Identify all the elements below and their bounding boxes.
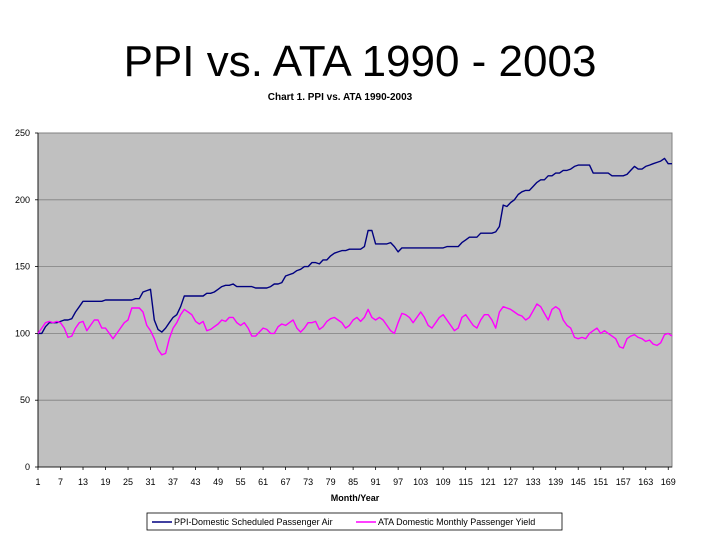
x-tick-label: 115 xyxy=(458,477,472,487)
y-tick-label: 250 xyxy=(15,128,30,138)
y-tick-label: 100 xyxy=(15,328,30,338)
series-layer xyxy=(37,157,673,356)
x-tick-label: 97 xyxy=(393,477,403,487)
x-tick-label: 121 xyxy=(481,477,496,487)
x-tick-label: 133 xyxy=(526,477,541,487)
x-tick-label: 25 xyxy=(123,477,133,487)
y-tick-label: 50 xyxy=(20,395,30,405)
x-tick-label: 67 xyxy=(281,477,291,487)
legend-box xyxy=(146,512,563,531)
y-tick-label: 150 xyxy=(15,262,30,272)
y-tick-label: 200 xyxy=(15,195,30,205)
x-tick-label: 151 xyxy=(593,477,608,487)
x-tick-label: 163 xyxy=(638,477,653,487)
x-tick-label: 43 xyxy=(191,477,201,487)
x-tick-label: 79 xyxy=(326,477,336,487)
x-axis-title: Month/Year xyxy=(331,493,380,503)
y-axis: 0 50 100 150 200 250 xyxy=(15,128,39,472)
gridlines xyxy=(38,132,672,401)
x-tick-label: 91 xyxy=(371,477,381,487)
x-tick-label: 139 xyxy=(548,477,563,487)
y-tick-label: 0 xyxy=(25,462,30,472)
x-tick-label: 169 xyxy=(661,477,676,487)
x-tick-label: 13 xyxy=(78,477,88,487)
slide-title: PPI vs. ATA 1990 - 2003 xyxy=(123,37,597,86)
x-tick-label: 1 xyxy=(35,477,40,487)
x-tick-label: 7 xyxy=(58,477,63,487)
legend-label-1: PPI-Domestic Scheduled Passenger Air xyxy=(174,517,333,527)
x-tick-label: 19 xyxy=(101,477,111,487)
x-tick-label: 109 xyxy=(436,477,451,487)
x-tick-label: 73 xyxy=(303,477,313,487)
legend: PPI-Domestic Scheduled Passenger Air ATA … xyxy=(146,512,563,531)
x-tick-label: 55 xyxy=(236,477,246,487)
chart-title: Chart 1. PPI vs. ATA 1990-2003 xyxy=(268,92,413,103)
x-tick-label: 31 xyxy=(146,477,156,487)
x-tick-label: 49 xyxy=(213,477,223,487)
x-tick-label: 157 xyxy=(616,477,631,487)
x-tick-label: 103 xyxy=(413,477,428,487)
series-line-1 xyxy=(38,157,672,335)
x-tick-label: 145 xyxy=(571,477,586,487)
x-tick-label: 127 xyxy=(503,477,518,487)
x-tick-label: 61 xyxy=(258,477,268,487)
x-tick-label: 85 xyxy=(348,477,358,487)
legend-label-2: ATA Domestic Monthly Passenger Yield xyxy=(378,517,535,527)
x-axis: 1 7 13 19 25 31 37 43 49 55 61 67 73 79 85 91 97 103 109 11… xyxy=(35,466,676,487)
series-line-2 xyxy=(37,303,673,356)
plot-area xyxy=(37,132,673,468)
x-tick-label: 37 xyxy=(168,477,178,487)
